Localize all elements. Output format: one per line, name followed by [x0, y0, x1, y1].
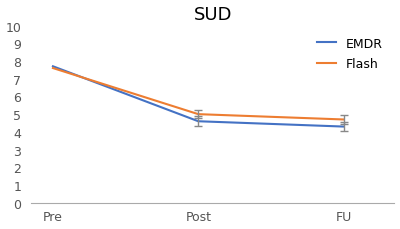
- EMDR: [196, 120, 201, 123]
- Line: EMDR: EMDR: [53, 67, 344, 127]
- EMDR: [50, 66, 55, 68]
- EMDR: [341, 126, 346, 128]
- Legend: EMDR, Flash: EMDR, Flash: [312, 33, 388, 76]
- Flash: [196, 113, 201, 116]
- Flash: [50, 67, 55, 70]
- Flash: [341, 119, 346, 121]
- Title: SUD: SUD: [194, 5, 232, 23]
- Line: Flash: Flash: [53, 69, 344, 120]
